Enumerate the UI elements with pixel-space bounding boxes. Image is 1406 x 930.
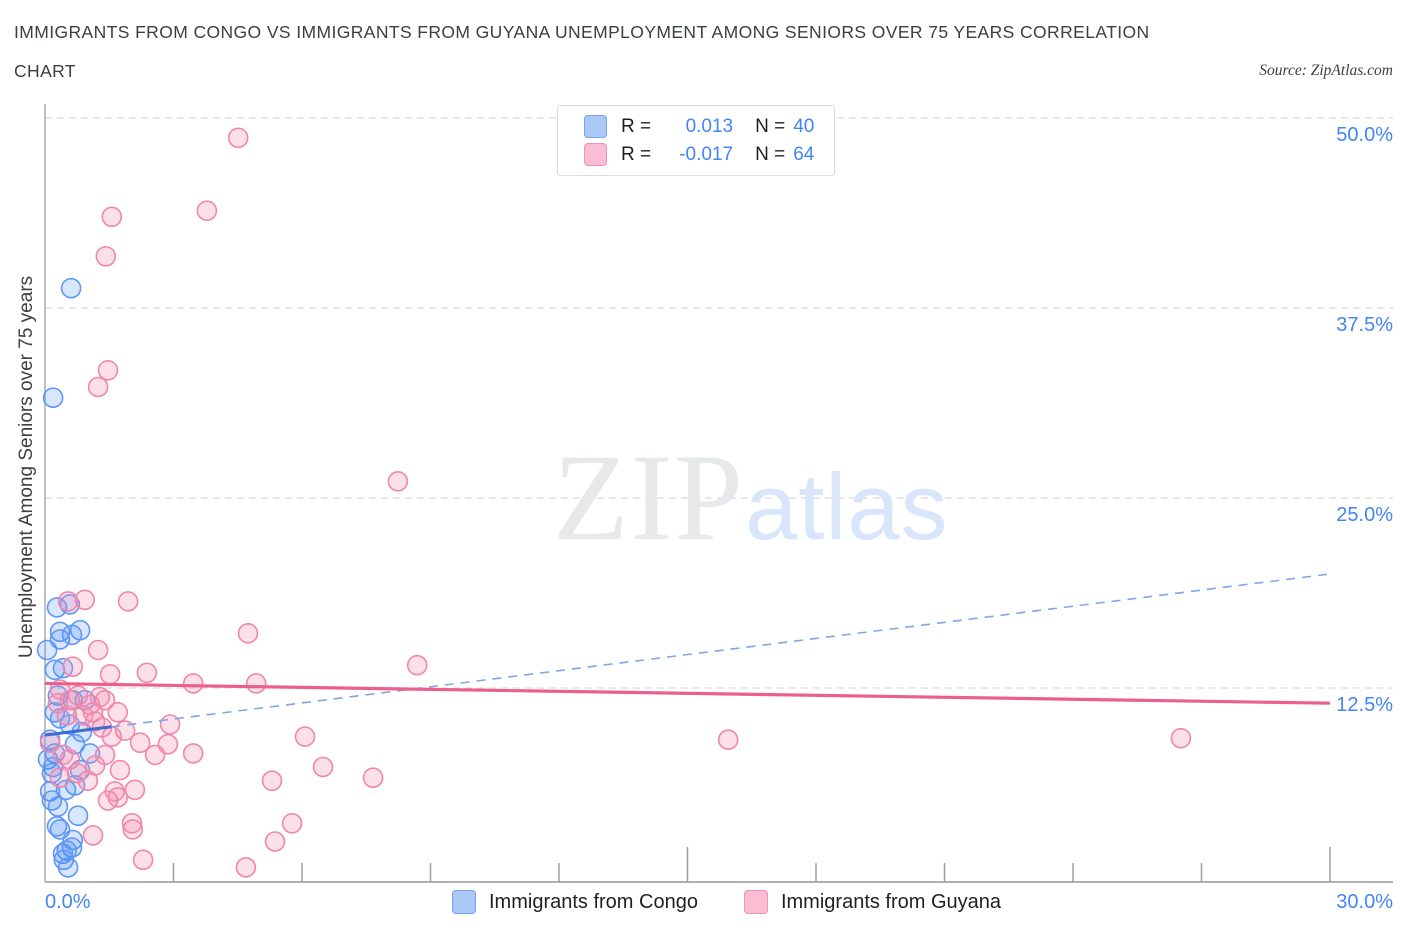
guyana-scatter-point (1170, 727, 1192, 749)
y-tick-label-50: 50.0% (1336, 124, 1393, 146)
guyana-scatter-point (294, 726, 316, 747)
guyana-scatter-point (122, 819, 144, 840)
guyana-scatter-point (182, 743, 204, 764)
congo-scatter-point (79, 743, 101, 764)
guyana-scatter-point (109, 759, 131, 781)
guyana-swatch-icon (584, 143, 607, 166)
guyana-scatter-point (387, 470, 409, 492)
guyana-scatter-point (121, 812, 143, 834)
guyana-scatter-point (56, 705, 78, 726)
congo-scatter-point (61, 624, 83, 646)
guyana-scatter-point (261, 770, 283, 792)
congo-legend-swatch-icon (452, 890, 476, 914)
congo-scatter-point (36, 639, 58, 661)
guyana-scatter-point (59, 749, 81, 770)
guyana-scatter-point (237, 622, 259, 644)
guyana-scatter-point (87, 639, 109, 661)
guyana-scatter-point (87, 376, 109, 398)
congo-scatter-point (67, 805, 89, 827)
guyana-scatter-point (136, 662, 158, 684)
guyana-scatter-point (117, 591, 139, 612)
guyana-legend-swatch-icon (743, 890, 768, 914)
congo-n-value: 40 (793, 115, 815, 137)
guyana-n-value: 64 (793, 143, 815, 165)
guyana-scatter-point (182, 673, 204, 694)
congo-scatter-point (41, 790, 63, 811)
congo-r-value: 0.013 (685, 115, 734, 137)
congo-trend-line-solid (44, 725, 112, 737)
guyana-scatter-point (281, 812, 303, 834)
r-label: R = (621, 115, 652, 137)
guyana-scatter-point (101, 206, 123, 228)
guyana-trend-line (44, 681, 1331, 705)
guyana-scatter-point (84, 755, 106, 776)
series-legend: Immigrants from Congo Immigrants from Gu… (452, 890, 1001, 914)
guyana-legend-label: Immigrants from Guyana (780, 890, 1002, 913)
guyana-scatter-point (57, 591, 79, 612)
guyana-scatter-point (144, 744, 166, 766)
x-tick-label-30: 30.0% (1336, 891, 1393, 913)
congo-trend-line-dashed (111, 573, 1331, 728)
y-axis-title: Unemployment Among Seniors over 75 years (16, 275, 37, 659)
page-title: IMMIGRANTS FROM CONGO VS IMMIGRANTS FROM… (14, 22, 1150, 42)
congo-swatch-icon (584, 115, 607, 138)
y-tick-label-37-5: 37.5% (1336, 314, 1393, 336)
guyana-scatter-point (406, 654, 428, 676)
y-tick-label-25: 25.0% (1336, 504, 1393, 526)
n-label: N = (755, 143, 786, 165)
guyana-scatter-point (95, 245, 117, 267)
guyana-scatter-point (62, 656, 84, 678)
correlation-stats-legend: R = 0.013 N = 40 R = -0.017 N = 64 (557, 105, 835, 176)
congo-scatter-point (55, 779, 77, 801)
guyana-scatter-point (312, 756, 334, 778)
n-label: N = (755, 115, 786, 137)
guyana-scatter-point (129, 732, 151, 754)
congo-scatter-point (49, 621, 71, 643)
guyana-scatter-point (97, 359, 119, 381)
congo-scatter-point (47, 796, 69, 817)
guyana-scatter-point (97, 790, 119, 811)
guyana-scatter-point (245, 673, 267, 694)
guyana-r-value: -0.017 (679, 143, 734, 165)
congo-scatter-point (46, 597, 68, 618)
guyana-scatter-point (717, 729, 739, 751)
guyana-scatter-point (124, 779, 146, 801)
x-tick-label-0: 0.0% (45, 891, 91, 913)
guyana-scatter-point (114, 720, 136, 741)
guyana-scatter-point (362, 767, 384, 789)
guyana-scatter-point (49, 767, 71, 789)
guyana-scatter-point (235, 857, 257, 878)
stats-row-congo: R = 0.013 N = 40 (584, 115, 834, 138)
guyana-scatter-point (99, 663, 121, 685)
guyana-scatter-point (196, 200, 218, 221)
congo-scatter-point (60, 277, 82, 299)
guyana-scatter-point (59, 689, 81, 711)
guyana-scatter-point (82, 825, 104, 846)
guyana-scatter-point (132, 849, 154, 871)
guyana-scatter-point (74, 589, 96, 611)
y-tick-label-12-5: 12.5% (1336, 694, 1393, 716)
source-attribution: Source: ZipAtlas.com (1259, 62, 1393, 79)
guyana-scatter-point (107, 701, 129, 723)
guyana-scatter-point (84, 711, 106, 732)
congo-scatter-point (42, 387, 64, 409)
r-label: R = (621, 143, 652, 165)
guyana-scatter-point (227, 127, 249, 149)
congo-legend-label: Immigrants from Congo (489, 890, 698, 913)
stats-row-guyana: R = -0.017 N = 64 (584, 143, 834, 166)
congo-scatter-point (46, 815, 68, 837)
page-subtitle: CHART (14, 61, 76, 81)
congo-scatter-point (57, 857, 79, 878)
guyana-scatter-point (264, 831, 286, 852)
